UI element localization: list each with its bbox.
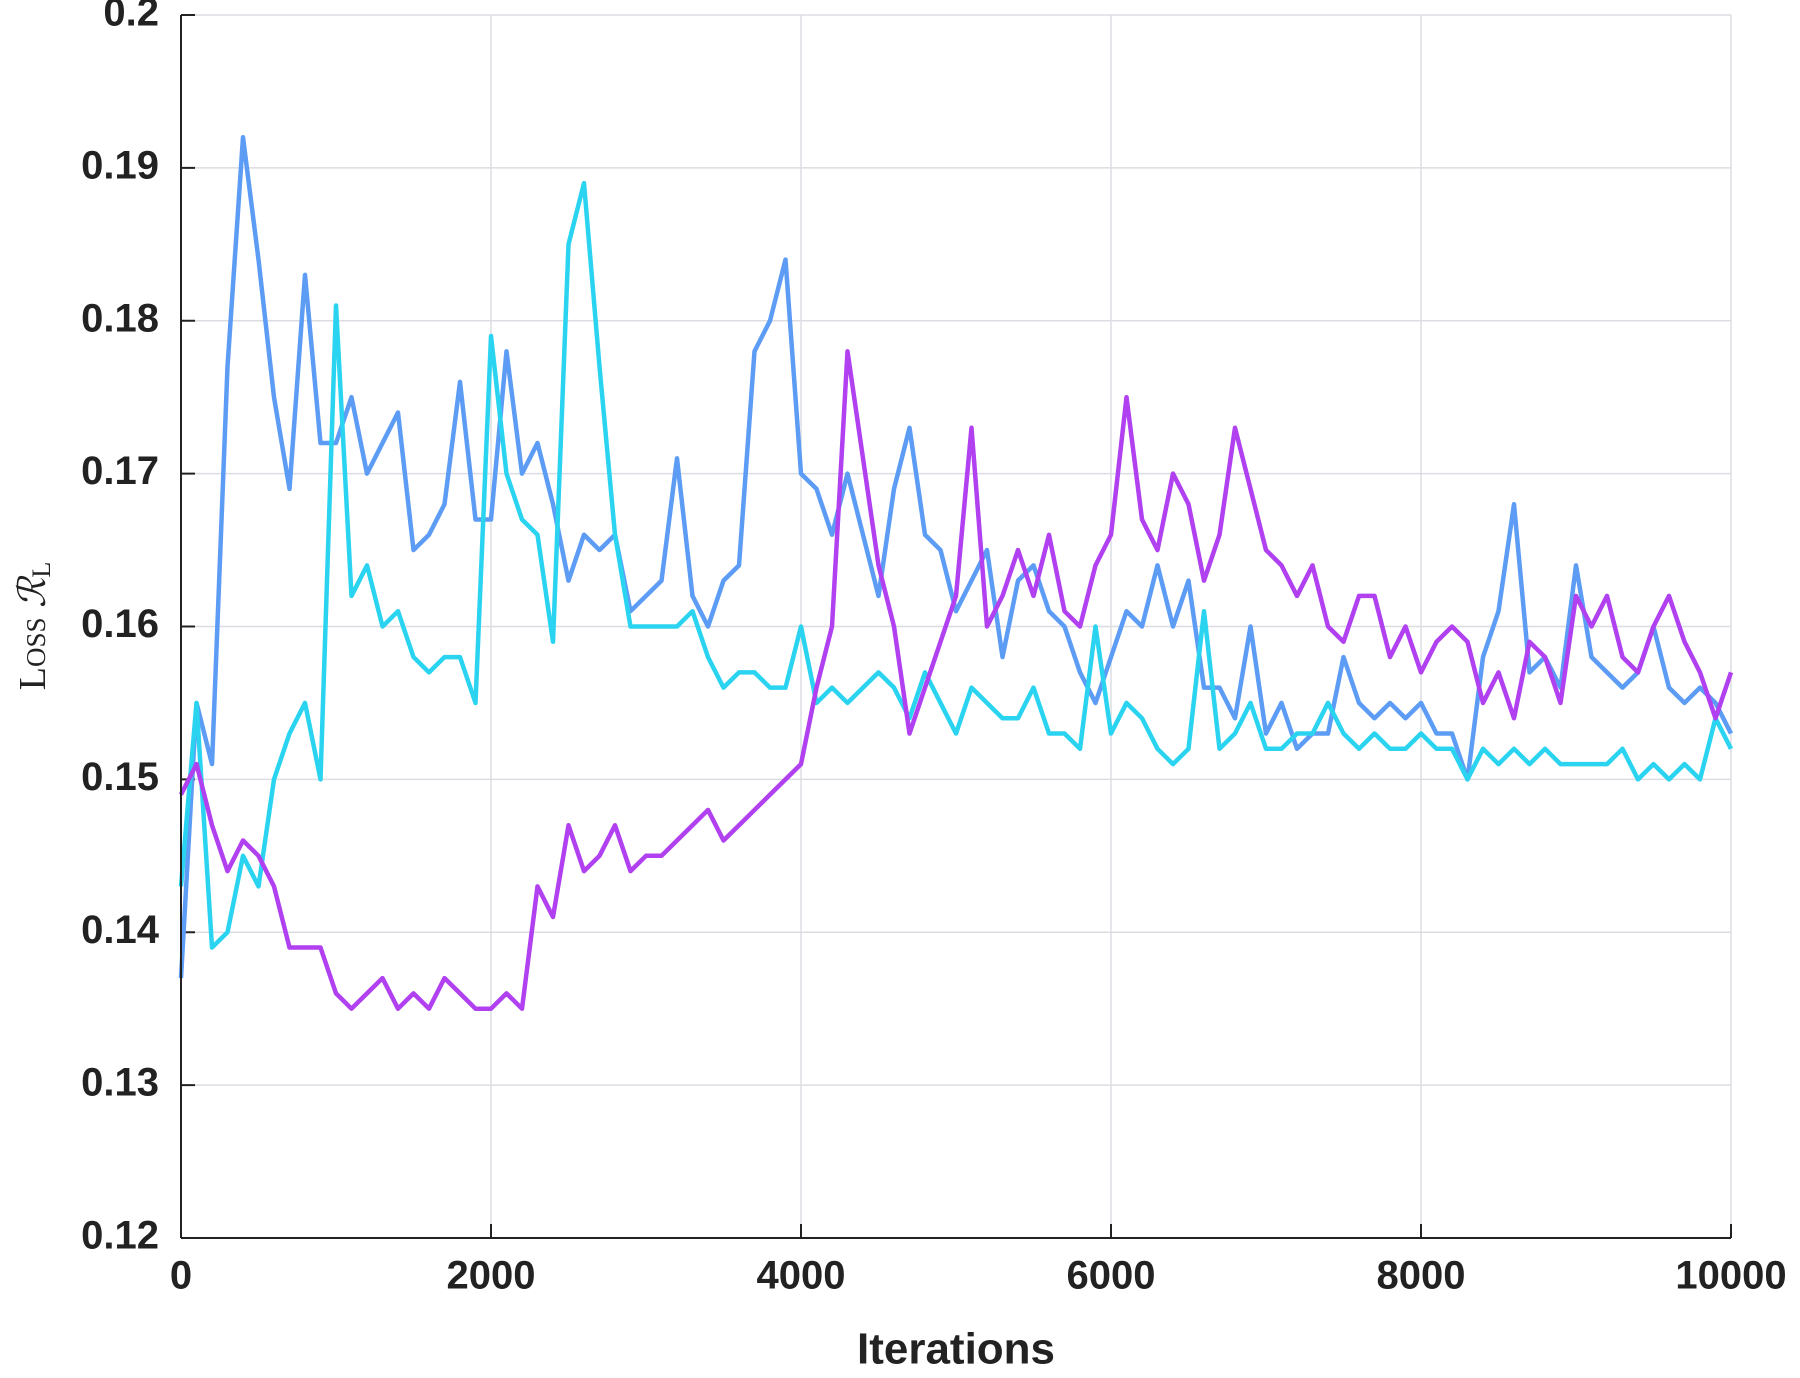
y-axis-label: Loss ℛL <box>12 562 56 690</box>
x-axis-label: Iterations <box>857 1325 1055 1374</box>
y-tick-label: 0.13 <box>81 1061 159 1105</box>
y-tick-label: 0.17 <box>81 449 159 493</box>
y-tick-label: 0.16 <box>81 602 159 646</box>
x-tick-label: 10000 <box>1675 1254 1786 1298</box>
x-tick-label: 6000 <box>1067 1254 1156 1298</box>
y-axis-label-sub: L <box>27 562 56 578</box>
x-tick-label: 2000 <box>447 1254 536 1298</box>
data-line <box>178 135 1734 979</box>
y-tick-label: 0.14 <box>81 908 160 952</box>
x-tick-label: 0 <box>170 1254 192 1298</box>
y-tick-label: 0.2 <box>103 0 159 35</box>
y-tick-label: 0.15 <box>81 755 159 799</box>
y-axis-label-symbol: ℛ <box>12 575 54 608</box>
y-tick-label: 0.18 <box>81 296 159 340</box>
y-tick-label: 0.19 <box>81 143 159 187</box>
x-tick-label: 4000 <box>757 1254 846 1298</box>
data-line <box>178 180 1734 950</box>
data-line <box>178 349 1734 1011</box>
y-axis-label-text: Loss <box>12 617 54 690</box>
y-tick-label: 0.12 <box>81 1214 159 1258</box>
x-tick-label: 8000 <box>1377 1254 1466 1298</box>
